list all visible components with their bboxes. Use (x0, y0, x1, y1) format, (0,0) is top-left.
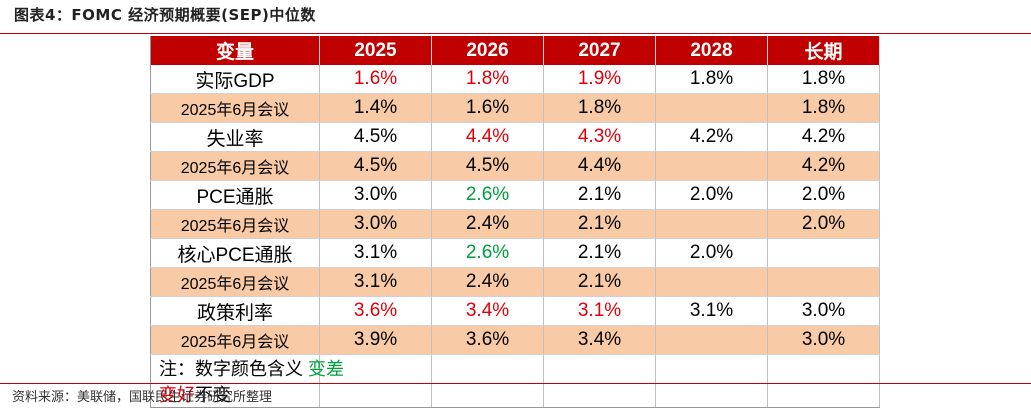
value-cell: 2.4% (431, 267, 544, 297)
value-cell: 2.0% (655, 180, 768, 210)
table-body: 实际GDP 1.6% 1.8% 1.9% 1.8% 1.8% 2025年6月会议 1.4% 1.… (150, 65, 880, 355)
note-row: 注：数字颜色含义 变差变好不变 (150, 354, 880, 408)
value-cell: 4.4% (543, 151, 656, 181)
table-row: 失业率 4.5% 4.4% 4.3% 4.2% 4.2% (150, 122, 880, 152)
value-cell (767, 238, 880, 268)
value-cell: 3.6% (431, 325, 544, 355)
value-cell: 4.5% (319, 122, 432, 152)
value-cell: 3.0% (319, 180, 432, 210)
top-rule (0, 33, 1031, 34)
value-cell: 2.4% (431, 209, 544, 239)
header-cell: 变量 (150, 36, 320, 65)
value-cell: 1.8% (767, 65, 880, 94)
bottom-rule (0, 383, 1031, 384)
value-cell: 2.1% (543, 267, 656, 297)
value-cell: 3.0% (767, 296, 880, 326)
value-cell: 3.0% (319, 209, 432, 239)
value-cell: 1.6% (319, 65, 432, 94)
row-label: 核心PCE通胀 (150, 238, 320, 268)
sep-table: 变量 2025 2026 2027 2028 长期 实际GDP 1.6% 1.8% 1… (150, 36, 880, 408)
value-cell: 1.9% (543, 65, 656, 94)
header-cell: 2025 (319, 36, 432, 65)
table-row: PCE通胀 3.0% 2.6% 2.1% 2.0% 2.0% (150, 180, 880, 210)
table-row: 实际GDP 1.6% 1.8% 1.9% 1.8% 1.8% (150, 65, 880, 94)
figure-title: 图表4：FOMC 经济预期概要(SEP)中位数 (14, 6, 316, 24)
value-cell: 1.8% (767, 93, 880, 123)
header-row: 变量 2025 2026 2027 2028 长期 (150, 36, 880, 65)
table-row-previous: 2025年6月会议 3.0% 2.4% 2.1% 2.0% (150, 209, 880, 239)
value-cell (655, 325, 768, 355)
value-cell: 3.9% (319, 325, 432, 355)
note-worse: 变差 (308, 359, 345, 379)
value-cell (767, 267, 880, 297)
row-label: 政策利率 (150, 296, 320, 326)
row-label: 2025年6月会议 (150, 93, 320, 123)
value-cell: 4.3% (543, 122, 656, 152)
note-cell: 注：数字颜色含义 变差变好不变 (150, 354, 344, 408)
header-cell: 2027 (543, 36, 656, 65)
table-row-previous: 2025年6月会议 3.1% 2.4% 2.1% (150, 267, 880, 297)
value-cell: 4.5% (431, 151, 544, 181)
value-cell: 1.4% (319, 93, 432, 123)
value-cell: 3.4% (543, 325, 656, 355)
note-empty-cell (319, 354, 432, 408)
row-label: 2025年6月会议 (150, 267, 320, 297)
header-cell: 2028 (655, 36, 768, 65)
value-cell: 3.1% (655, 296, 768, 326)
note-empty-cell (655, 354, 768, 408)
table-row: 政策利率 3.6% 3.4% 3.1% 3.1% 3.0% (150, 296, 880, 326)
value-cell: 1.8% (655, 65, 768, 94)
value-cell: 4.4% (431, 122, 544, 152)
row-label: PCE通胀 (150, 180, 320, 210)
row-label: 2025年6月会议 (150, 209, 320, 239)
value-cell: 2.1% (543, 180, 656, 210)
note-empty-cell (767, 354, 880, 408)
note-empty-cell (431, 354, 544, 408)
header-cell: 长期 (767, 36, 880, 65)
value-cell: 1.8% (431, 65, 544, 94)
row-label: 2025年6月会议 (150, 151, 320, 181)
value-cell: 2.6% (431, 238, 544, 268)
note-better: 变好 (159, 385, 195, 405)
value-cell: 4.2% (767, 122, 880, 152)
value-cell: 2.0% (767, 209, 880, 239)
value-cell: 1.8% (543, 93, 656, 123)
value-cell: 3.1% (543, 296, 656, 326)
table-row-previous: 2025年6月会议 1.4% 1.6% 1.8% 1.8% (150, 93, 880, 123)
value-cell: 3.1% (319, 238, 432, 268)
value-cell: 4.5% (319, 151, 432, 181)
value-cell: 3.6% (319, 296, 432, 326)
value-cell (655, 209, 768, 239)
value-cell: 3.1% (319, 267, 432, 297)
value-cell: 4.2% (655, 122, 768, 152)
value-cell: 1.6% (431, 93, 544, 123)
value-cell (655, 267, 768, 297)
row-label: 实际GDP (150, 65, 320, 94)
note-empty-cell (543, 354, 656, 408)
source-note: 资料来源：美联储，国联民生证券研究所整理 (12, 390, 273, 405)
value-cell: 2.1% (543, 209, 656, 239)
row-label: 失业率 (150, 122, 320, 152)
value-cell: 2.0% (655, 238, 768, 268)
note-same: 不变 (195, 385, 231, 405)
value-cell (655, 151, 768, 181)
value-cell: 2.0% (767, 180, 880, 210)
value-cell: 3.4% (431, 296, 544, 326)
row-label: 2025年6月会议 (150, 325, 320, 355)
value-cell: 2.1% (543, 238, 656, 268)
header-cell: 2026 (431, 36, 544, 65)
table-row-previous: 2025年6月会议 4.5% 4.5% 4.4% 4.2% (150, 151, 880, 181)
value-cell: 2.6% (431, 180, 544, 210)
value-cell: 3.0% (767, 325, 880, 355)
value-cell (655, 93, 768, 123)
table-row: 核心PCE通胀 3.1% 2.6% 2.1% 2.0% (150, 238, 880, 268)
table-row-previous: 2025年6月会议 3.9% 3.6% 3.4% 3.0% (150, 325, 880, 355)
value-cell: 4.2% (767, 151, 880, 181)
note-prefix: 注：数字颜色含义 (159, 359, 309, 379)
